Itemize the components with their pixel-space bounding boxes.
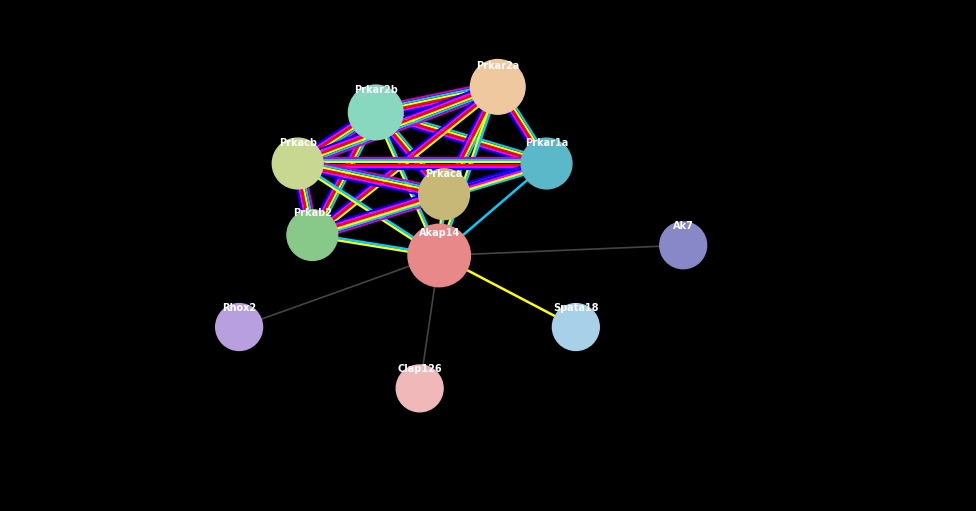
Circle shape [521,138,572,189]
Circle shape [470,60,525,114]
Circle shape [272,138,323,189]
Circle shape [216,304,263,351]
Text: Prkab2: Prkab2 [293,208,332,218]
Text: Rhox2: Rhox2 [223,303,256,313]
Text: Spata18: Spata18 [553,303,598,313]
Circle shape [660,222,707,269]
Circle shape [552,304,599,351]
Text: Ak7: Ak7 [672,221,694,231]
Text: Prkar1a: Prkar1a [525,138,568,148]
Text: Akap14: Akap14 [419,228,460,238]
Text: Prkacb: Prkacb [279,138,316,148]
Circle shape [287,210,338,261]
Circle shape [408,224,470,287]
Text: Clap126: Clap126 [397,364,442,374]
Text: Prkar2a: Prkar2a [476,60,519,71]
Text: Prkar2b: Prkar2b [354,84,397,95]
Text: Prkaca: Prkaca [426,169,463,179]
Circle shape [396,365,443,412]
Circle shape [348,85,403,140]
Circle shape [419,169,469,220]
